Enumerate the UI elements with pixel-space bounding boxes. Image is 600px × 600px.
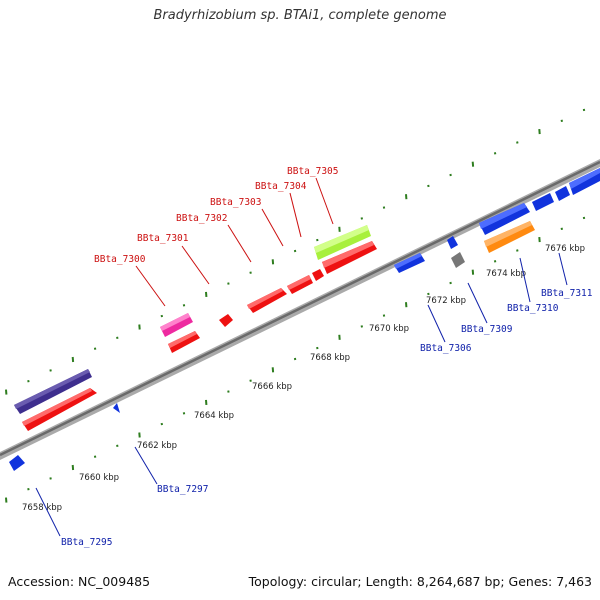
gene-label-upper[interactable]: BBta_7304	[255, 181, 307, 192]
kbp-label: 7660 kbp	[79, 473, 119, 483]
page-title: Bradyrhizobium sp. BTAi1, complete genom…	[153, 8, 447, 23]
gene-label-lower[interactable]: BBta_7311	[541, 288, 593, 299]
gene-label-lower[interactable]: BBta_7309	[461, 324, 513, 335]
upper-gene-track	[14, 225, 377, 431]
gene-arrow[interactable]	[287, 275, 313, 294]
gene-arrow[interactable]	[247, 288, 287, 313]
gene-arrow[interactable]	[394, 253, 425, 273]
gene-arrow[interactable]	[479, 203, 530, 235]
lower-gene-labels: BBta_7295 BBta_7297 BBta_7306 BBta_7309 …	[35, 252, 593, 548]
kbp-label: 7664 kbp	[194, 411, 234, 421]
gene-label-upper[interactable]: BBta_7302	[176, 213, 227, 224]
gene-label-upper[interactable]: BBta_7303	[210, 197, 261, 208]
gene-arrow[interactable]	[22, 388, 97, 431]
gene-label-upper[interactable]: BBta_7301	[137, 233, 189, 244]
kbp-label: 7668 kbp	[310, 353, 350, 363]
kbp-label: 7662 kbp	[137, 441, 177, 451]
kbp-scale: 7658 kbp 7660 kbp 7662 kbp 7664 kbp 7666…	[22, 244, 585, 513]
kbp-label: 7666 kbp	[252, 382, 292, 392]
kbp-label: 7672 kbp	[426, 296, 466, 306]
gene-arrow[interactable]	[14, 369, 92, 414]
kbp-label: 7676 kbp	[545, 244, 585, 254]
gene-label-lower[interactable]: BBta_7295	[61, 537, 112, 548]
gene-label-lower[interactable]: BBta_7310	[507, 303, 559, 314]
gene-arrow[interactable]	[484, 221, 535, 253]
gene-arrow[interactable]	[312, 269, 324, 281]
genome-backbone	[0, 159, 600, 460]
gene-arrow[interactable]	[113, 403, 120, 413]
gene-arrow[interactable]	[219, 314, 233, 327]
gene-arrow[interactable]	[532, 193, 554, 211]
upper-gene-labels: BBta_7300 BBta_7301 BBta_7302 BBta_7303 …	[94, 166, 338, 307]
kbp-label: 7670 kbp	[369, 324, 409, 334]
kbp-label: 7658 kbp	[22, 503, 62, 513]
gene-label-upper[interactable]: BBta_7305	[287, 166, 338, 177]
gene-arrow[interactable]	[9, 455, 25, 471]
lower-gene-track	[9, 168, 600, 471]
gene-arrow[interactable]	[569, 168, 600, 195]
genome-summary-text: Topology: circular; Length: 8,264,687 bp…	[248, 574, 592, 589]
gene-arrow[interactable]	[314, 225, 371, 260]
gene-arrow[interactable]	[322, 241, 377, 274]
gene-arrow[interactable]	[451, 252, 465, 268]
kbp-label: 7674 kbp	[486, 269, 526, 279]
gene-label-lower[interactable]: BBta_7306	[420, 343, 472, 354]
tick-tracks	[5, 108, 586, 503]
gene-arrow[interactable]	[555, 186, 570, 201]
gene-label-upper[interactable]: BBta_7300	[94, 254, 146, 265]
gene-arrow[interactable]	[168, 331, 200, 353]
gene-arrow[interactable]	[160, 313, 193, 337]
gene-arrow[interactable]	[447, 236, 458, 249]
accession-text: Accession: NC_009485	[8, 574, 151, 589]
gene-label-lower[interactable]: BBta_7297	[157, 484, 208, 495]
